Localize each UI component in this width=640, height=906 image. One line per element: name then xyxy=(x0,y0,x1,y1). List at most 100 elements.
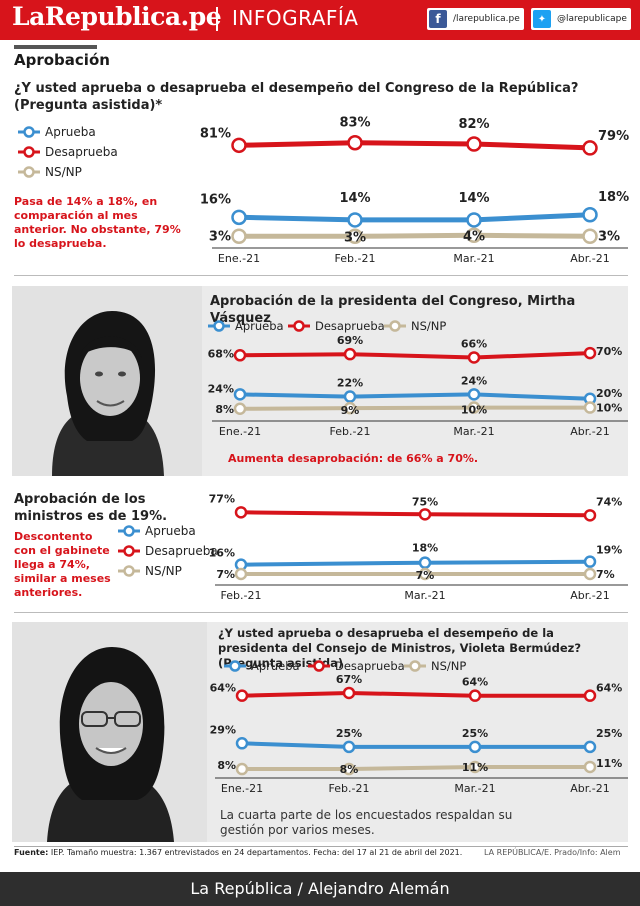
footer-rule xyxy=(14,846,628,847)
footer-credit: La República / Alejandro Alemán xyxy=(190,879,450,898)
presidenta-congreso-line-nsnp xyxy=(239,405,590,411)
facebook-link[interactable]: f /larepublica.pe xyxy=(427,8,524,30)
presidenta-congreso-legend-marker-aprueba xyxy=(213,320,225,332)
presidenta-congreso-value-nsnp-3: 10% xyxy=(596,402,622,415)
presidenta-congreso-value-desaprueba-2: 66% xyxy=(461,337,487,350)
congreso-point-desaprueba-0 xyxy=(231,137,247,154)
congreso-legend-marker-aprueba xyxy=(23,126,35,138)
premier-point-aprueba-0 xyxy=(235,737,249,750)
congreso-point-aprueba-0 xyxy=(231,209,247,226)
premier-line-aprueba xyxy=(241,741,590,749)
premier-value-desaprueba-1: 67% xyxy=(336,673,362,686)
ministros-point-desaprueba-2 xyxy=(583,509,597,522)
premier-value-nsnp-0: 8% xyxy=(217,759,236,772)
congreso-line-nsnp xyxy=(239,232,591,239)
brand-logo[interactable]: LaRepublica.pe xyxy=(12,2,222,31)
presidenta-congreso-point-aprueba-2 xyxy=(467,388,481,401)
ministros-value-nsnp-2: 7% xyxy=(596,568,615,581)
congreso-x-tick-3: Abr.-21 xyxy=(570,252,609,265)
congreso-x-tick-0: Ene.-21 xyxy=(218,252,260,265)
congreso-line-desaprueba xyxy=(238,140,591,151)
congreso-x-tick-2: Mar.-21 xyxy=(453,252,494,265)
header-divider xyxy=(216,7,218,31)
source-text: IEP. Tamaño muestra: 1.367 entrevistados… xyxy=(50,848,463,857)
congreso-note: Pasa de 14% a 18%, en comparación al mes… xyxy=(14,195,181,250)
ministros-value-aprueba-2: 19% xyxy=(596,544,622,557)
presidenta-congreso-point-desaprueba-1 xyxy=(343,347,357,361)
congreso-value-desaprueba-2: 82% xyxy=(458,117,489,132)
congreso-question: ¿Y usted aprueba o desaprueba el desempe… xyxy=(14,81,579,113)
premier-value-nsnp-2: 11% xyxy=(462,761,488,774)
premier-legend-label-desaprueba: Desaprueba xyxy=(335,659,405,673)
congreso-legend-marker-nsnp xyxy=(23,166,35,178)
premier-x-tick-1: Feb.-21 xyxy=(329,782,370,795)
ministros-x-tick-0: Feb.-21 xyxy=(221,589,262,602)
ministros-note: Descontento con el gabinete llega a 74%,… xyxy=(14,530,111,599)
presidenta-congreso-legend-marker-nsnp xyxy=(389,320,401,332)
section-rule xyxy=(14,45,97,49)
congreso-point-nsnp-2 xyxy=(466,227,482,243)
ministros-point-nsnp-2 xyxy=(583,567,597,581)
mirtha-vasquez-portrait xyxy=(12,286,202,480)
congreso-value-nsnp-3: 3% xyxy=(598,229,620,244)
premier-note: La cuarta parte de los encuestados respa… xyxy=(220,808,513,837)
presidenta-congreso-title: Aprobación de la presidenta del Congreso… xyxy=(210,294,576,326)
congreso-value-desaprueba-0: 81% xyxy=(200,126,231,141)
presidenta-congreso-point-aprueba-0 xyxy=(233,388,247,401)
premier-value-aprueba-2: 25% xyxy=(462,727,488,740)
ministros-value-aprueba-0: 16% xyxy=(209,547,235,560)
twitter-link[interactable]: ✦ @larepublicape xyxy=(531,8,631,30)
presidenta-congreso-point-desaprueba-0 xyxy=(233,349,247,362)
presidenta-congreso-note: Aumenta desaprobación: de 66% a 70%. xyxy=(228,452,479,465)
presidenta-congreso-value-desaprueba-0: 68% xyxy=(208,347,234,360)
divider-1 xyxy=(14,275,628,276)
facebook-handle: /larepublica.pe xyxy=(453,14,520,24)
congreso-point-aprueba-1 xyxy=(347,212,363,228)
premier-point-nsnp-3 xyxy=(583,760,597,774)
premier-chart: Aprueba Desaprueba NS/NP Ene.-21 Feb.-21 Mar.… xyxy=(210,659,628,795)
premier-legend-marker-desaprueba xyxy=(313,660,325,672)
presidenta-congreso-value-nsnp-0: 8% xyxy=(215,403,234,416)
congreso-legend-label-desaprueba: Desaprueba xyxy=(45,145,118,159)
footer-bar xyxy=(0,872,640,906)
premier-legend-marker-aprueba xyxy=(229,660,241,672)
congreso-value-aprueba-0: 16% xyxy=(200,192,231,207)
presidenta-congreso-value-desaprueba-3: 70% xyxy=(596,345,622,358)
ministros-value-nsnp-1: 7% xyxy=(416,569,435,582)
premier-point-nsnp-1 xyxy=(342,762,356,776)
presidenta-congreso-x-tick-1: Feb.-21 xyxy=(330,425,371,438)
presidenta-congreso-legend-label-nsnp: NS/NP xyxy=(411,319,446,333)
presidenta-congreso-x-tick-0: Ene.-21 xyxy=(219,425,261,438)
presidenta-congreso-value-aprueba-2: 24% xyxy=(461,374,487,387)
presidenta-congreso-chart: Aprueba Desaprueba NS/NP Ene.-21 Feb.-21 Mar.… xyxy=(208,319,628,438)
premier-value-aprueba-0: 29% xyxy=(210,723,236,736)
presidenta-congreso-x-tick-3: Abr.-21 xyxy=(570,425,609,438)
congreso-value-aprueba-1: 14% xyxy=(339,191,370,206)
congreso-point-desaprueba-3 xyxy=(582,140,598,156)
facebook-icon: f xyxy=(429,10,447,28)
premier-value-aprueba-1: 25% xyxy=(336,727,362,740)
congreso-point-nsnp-1 xyxy=(347,228,363,244)
premier-value-desaprueba-2: 64% xyxy=(462,676,488,689)
presidenta-congreso-legend-label-desaprueba: Desaprueba xyxy=(315,319,385,333)
premier-x-tick-3: Abr.-21 xyxy=(570,782,609,795)
premier-line-nsnp xyxy=(242,765,590,771)
ministros-point-nsnp-1 xyxy=(418,567,432,581)
congreso-legend-marker-desaprueba xyxy=(23,146,35,158)
ministros-point-aprueba-1 xyxy=(418,556,432,569)
congreso-legend-label-aprueba: Aprueba xyxy=(45,125,96,139)
congreso-legend-label-nsnp: NS/NP xyxy=(45,165,82,179)
congreso-line-aprueba xyxy=(238,212,591,223)
source-label: Fuente: xyxy=(14,848,49,857)
congreso-point-desaprueba-2 xyxy=(466,136,482,152)
presidenta-congreso-value-nsnp-2: 10% xyxy=(461,404,487,417)
ministros-value-nsnp-0: 7% xyxy=(216,568,235,581)
ministros-x-tick-1: Mar.-21 xyxy=(404,589,445,602)
congreso-value-nsnp-2: 4% xyxy=(463,229,485,244)
ministros-legend-marker-aprueba xyxy=(123,525,135,537)
presidenta-congreso-line-desaprueba xyxy=(239,351,591,360)
twitter-handle: @larepublicape xyxy=(557,14,627,24)
congreso-chart: Aprueba Desaprueba NS/NP Ene.-21 Feb.-21 Mar.… xyxy=(18,116,629,265)
presidenta-congreso-point-aprueba-1 xyxy=(343,390,357,403)
ministros-value-aprueba-1: 18% xyxy=(412,542,438,555)
